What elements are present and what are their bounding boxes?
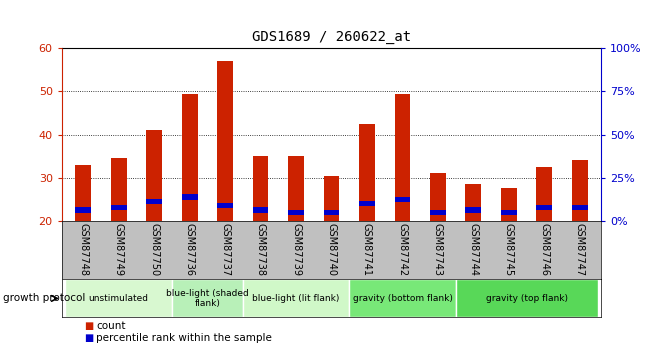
Bar — [572, 160, 588, 221]
Title: GDS1689 / 260622_at: GDS1689 / 260622_at — [252, 30, 411, 45]
Bar — [253, 207, 268, 213]
Bar — [359, 201, 375, 206]
Bar — [75, 165, 91, 221]
Bar — [572, 205, 588, 210]
Bar — [288, 210, 304, 215]
Text: ■: ■ — [84, 321, 94, 331]
Bar — [465, 207, 482, 213]
Bar — [465, 184, 482, 221]
Bar — [242, 279, 349, 317]
Bar — [536, 167, 552, 221]
Text: blue-light (lit flank): blue-light (lit flank) — [252, 294, 340, 303]
Bar — [146, 199, 162, 204]
Text: GSM87736: GSM87736 — [185, 223, 194, 276]
Text: gravity (bottom flank): gravity (bottom flank) — [352, 294, 452, 303]
Text: GSM87739: GSM87739 — [291, 223, 301, 276]
Text: GSM87740: GSM87740 — [326, 223, 337, 276]
Bar — [181, 93, 198, 221]
Bar — [172, 279, 242, 317]
Bar — [395, 93, 410, 221]
Bar — [501, 210, 517, 215]
Bar — [217, 61, 233, 221]
Text: GSM87743: GSM87743 — [433, 223, 443, 276]
Text: GSM87742: GSM87742 — [398, 223, 408, 276]
Text: GSM87750: GSM87750 — [149, 223, 159, 276]
Bar — [430, 210, 446, 215]
Bar — [359, 124, 375, 221]
Text: GSM87737: GSM87737 — [220, 223, 230, 276]
Text: count: count — [96, 321, 125, 331]
Text: ■: ■ — [84, 333, 94, 343]
Bar — [456, 279, 598, 317]
Text: blue-light (shaded
flank): blue-light (shaded flank) — [166, 289, 249, 308]
Bar — [395, 197, 410, 202]
Text: GSM87741: GSM87741 — [362, 223, 372, 276]
Bar — [181, 195, 198, 200]
Bar — [324, 210, 339, 215]
Bar — [111, 205, 127, 210]
Text: GSM87747: GSM87747 — [575, 223, 585, 276]
Bar — [288, 156, 304, 221]
Text: GSM87748: GSM87748 — [78, 223, 88, 276]
Text: percentile rank within the sample: percentile rank within the sample — [96, 333, 272, 343]
Text: GSM87738: GSM87738 — [255, 223, 265, 276]
Bar — [253, 156, 268, 221]
Bar — [324, 176, 339, 221]
Bar — [146, 130, 162, 221]
Text: GSM87746: GSM87746 — [540, 223, 549, 276]
Text: GSM87749: GSM87749 — [114, 223, 124, 276]
Bar — [349, 279, 456, 317]
Text: unstimulated: unstimulated — [88, 294, 149, 303]
Bar — [75, 207, 91, 213]
Bar — [65, 279, 172, 317]
Bar — [501, 188, 517, 221]
Text: growth protocol: growth protocol — [3, 294, 86, 303]
Bar — [111, 158, 127, 221]
Bar — [217, 203, 233, 208]
Text: GSM87745: GSM87745 — [504, 223, 514, 276]
Text: gravity (top flank): gravity (top flank) — [486, 294, 567, 303]
Bar — [430, 173, 446, 221]
Text: GSM87744: GSM87744 — [469, 223, 478, 276]
Bar — [536, 205, 552, 210]
